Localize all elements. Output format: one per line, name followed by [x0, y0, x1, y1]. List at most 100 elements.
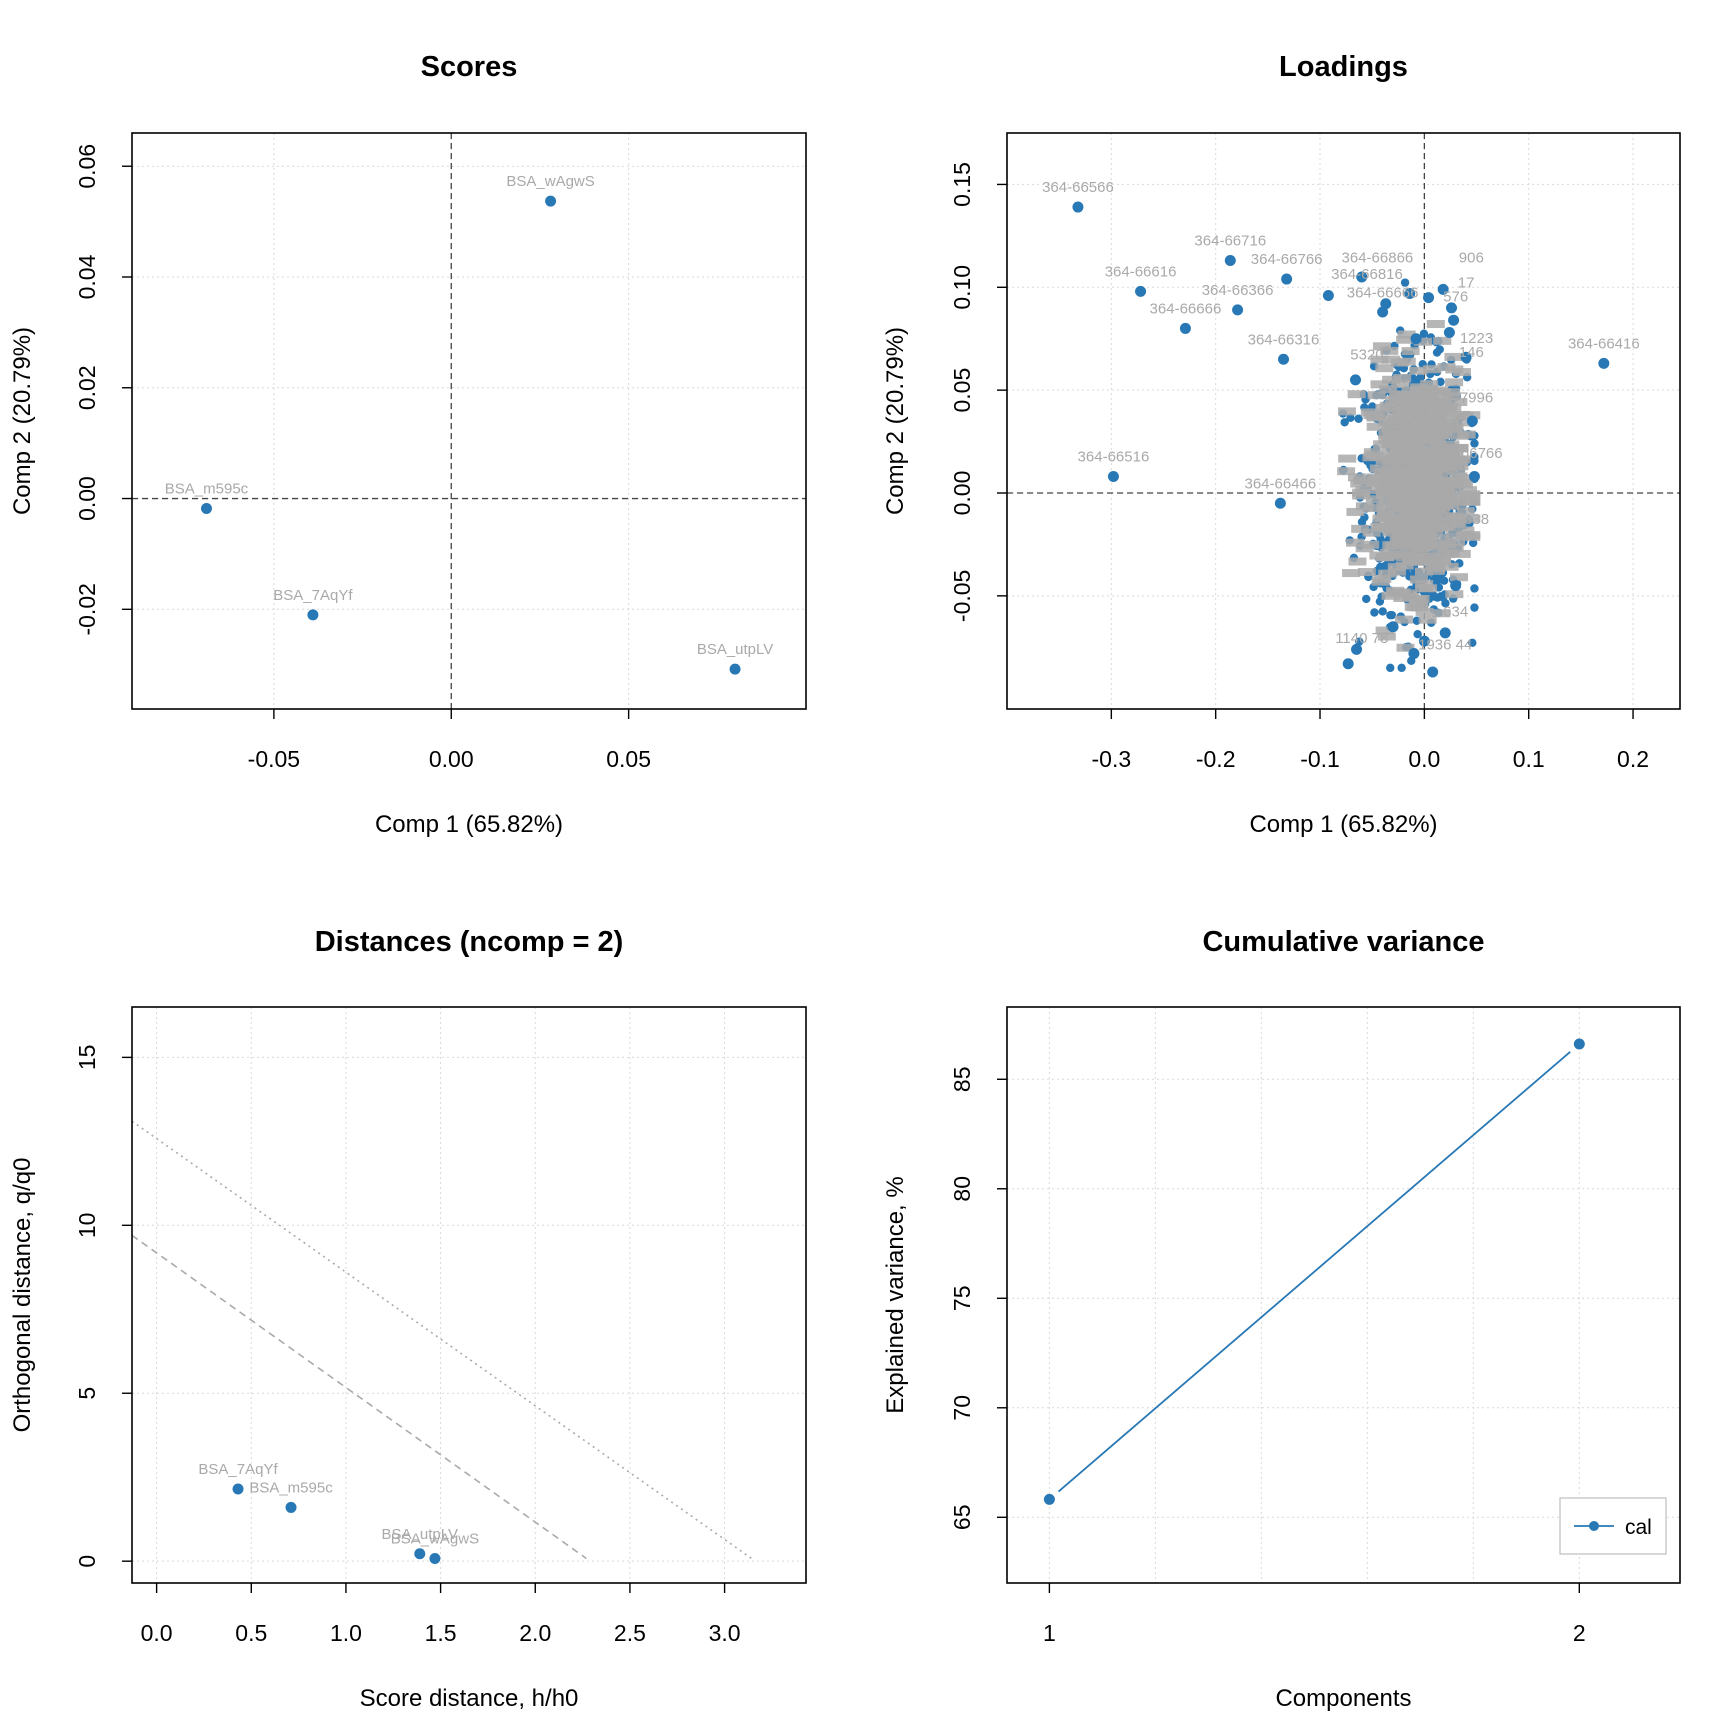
loading-cloud-label	[1419, 532, 1438, 541]
loading-cloud-label	[1351, 524, 1370, 533]
loading-cloud-label	[1456, 526, 1475, 535]
limit-line-dashed	[131, 1234, 587, 1560]
loading-cloud-label	[1410, 499, 1429, 508]
loadings-point	[1179, 322, 1191, 334]
loadings-point	[1107, 471, 1119, 483]
loading-cloud-label	[1357, 568, 1376, 577]
variance-y-axis-label: Explained variance, %	[882, 1176, 909, 1413]
loading-cloud-label	[1406, 516, 1425, 525]
loading-cloud-label	[1403, 474, 1422, 483]
loading-cluster-label: 364-66816	[1331, 266, 1403, 283]
loading-cloud-label	[1445, 590, 1464, 599]
loading-cloud-label	[1442, 392, 1461, 401]
loadings-title: Loadings	[1279, 51, 1408, 83]
x-tick-label: 1.0	[330, 1620, 362, 1646]
loading-cloud-label	[1366, 412, 1385, 421]
loading-cloud-label	[1381, 355, 1400, 364]
loading-cloud-label	[1360, 408, 1379, 417]
y-tick-label: 65	[949, 1504, 975, 1530]
loading-cloud-label	[1409, 366, 1428, 375]
loadings-point	[1281, 273, 1293, 285]
loading-cloud-label	[1397, 357, 1416, 366]
loading-point	[1427, 666, 1439, 678]
loading-point	[1356, 271, 1368, 283]
loading-cloud-point	[1378, 607, 1387, 616]
loading-cloud-label	[1411, 544, 1430, 553]
x-tick-label: -0.1	[1300, 746, 1340, 772]
loading-cloud-label	[1409, 383, 1428, 392]
scores-panel: BSA_wAgwS BSA_m595c BSA_7AqYf BSA_utpLV -0.0…	[9, 51, 807, 838]
loading-cloud-label	[1390, 489, 1409, 498]
loading-cloud-label	[1407, 555, 1426, 564]
x-tick-label: 0.00	[429, 746, 474, 772]
loading-cloud-point	[1470, 456, 1479, 466]
loading-cloud-label	[1429, 541, 1448, 550]
loading-cloud-label	[1445, 378, 1464, 387]
x-tick-label: -0.05	[248, 746, 300, 772]
loading-cloud-label	[1365, 451, 1384, 460]
loading-cloud-label	[1419, 394, 1438, 403]
loadings-point-label: 364-66716	[1194, 233, 1266, 250]
loading-cloud-label	[1450, 444, 1469, 453]
distances-frame	[131, 1006, 807, 1584]
loading-point	[1342, 658, 1354, 670]
loading-cloud-label	[1404, 525, 1423, 534]
loading-cloud-label	[1388, 431, 1407, 440]
loading-cloud-label	[1396, 466, 1415, 475]
loading-cloud-label	[1444, 352, 1463, 361]
loading-point	[1404, 287, 1416, 299]
loading-cloud-label	[1448, 514, 1467, 523]
loading-cloud-label	[1427, 501, 1446, 510]
scores-point-label: BSA_m595c	[165, 481, 249, 498]
loading-cloud-label	[1446, 492, 1465, 501]
loading-cloud-label	[1425, 492, 1444, 501]
loading-cloud-label	[1379, 407, 1398, 416]
loading-cloud-label	[1412, 549, 1431, 558]
y-tick-label: 0.10	[949, 265, 975, 310]
loading-cloud-point	[1355, 637, 1364, 646]
scores-x-axis-label: Comp 1 (65.82%)	[375, 811, 563, 838]
loading-cloud-label	[1441, 549, 1460, 558]
series-point-cal	[1043, 1493, 1055, 1505]
scores-point-label: BSA_utpLV	[697, 641, 773, 658]
loading-point	[1439, 627, 1451, 639]
loading-cloud-label	[1438, 476, 1457, 485]
loadings-point-label: 364-66416	[1568, 335, 1640, 352]
loading-cloud-label	[1408, 595, 1427, 604]
loading-cloud-label	[1395, 391, 1414, 400]
loading-cloud-label	[1434, 427, 1453, 436]
loading-cloud-point	[1438, 593, 1448, 602]
loading-cloud-label	[1419, 526, 1438, 535]
loading-cloud-point	[1400, 278, 1410, 287]
y-tick-label: 0.00	[74, 476, 100, 521]
y-tick-label: 75	[949, 1285, 975, 1311]
loading-cloud-label	[1394, 452, 1413, 461]
loading-cloud-label	[1449, 457, 1468, 466]
loading-cloud-label	[1415, 607, 1434, 616]
loadings-point-label: 364-66666	[1150, 300, 1222, 317]
loading-cloud-label	[1428, 411, 1447, 420]
loading-cloud-label	[1462, 490, 1481, 499]
x-tick-label: 0.1	[1513, 746, 1545, 772]
loading-cloud-point	[1436, 377, 1445, 387]
loading-cloud-label	[1387, 563, 1406, 572]
scores-y-axis-label: Comp 2 (20.79%)	[9, 327, 36, 515]
loadings-point-label: 364-66366	[1202, 282, 1274, 299]
loading-cloud-label	[1438, 407, 1457, 416]
loading-cloud-point	[1439, 576, 1449, 585]
loading-cluster-label: 906	[1459, 250, 1484, 267]
loading-cloud-label	[1366, 478, 1385, 487]
loading-cloud-label	[1403, 492, 1422, 501]
loading-cloud-point	[1470, 584, 1479, 593]
loading-cloud-label	[1416, 476, 1435, 485]
loading-cloud-label	[1367, 391, 1386, 400]
loading-cloud-point	[1386, 663, 1395, 673]
loading-cloud-label	[1401, 347, 1420, 356]
series-line-cal	[1057, 1051, 1571, 1493]
loading-point	[1450, 580, 1462, 592]
loading-cloud-label	[1402, 408, 1421, 417]
loading-cloud-point	[1370, 608, 1379, 617]
loading-cloud-label	[1458, 486, 1477, 495]
loading-cloud-label	[1392, 527, 1411, 536]
loading-cloud-label	[1419, 539, 1438, 548]
